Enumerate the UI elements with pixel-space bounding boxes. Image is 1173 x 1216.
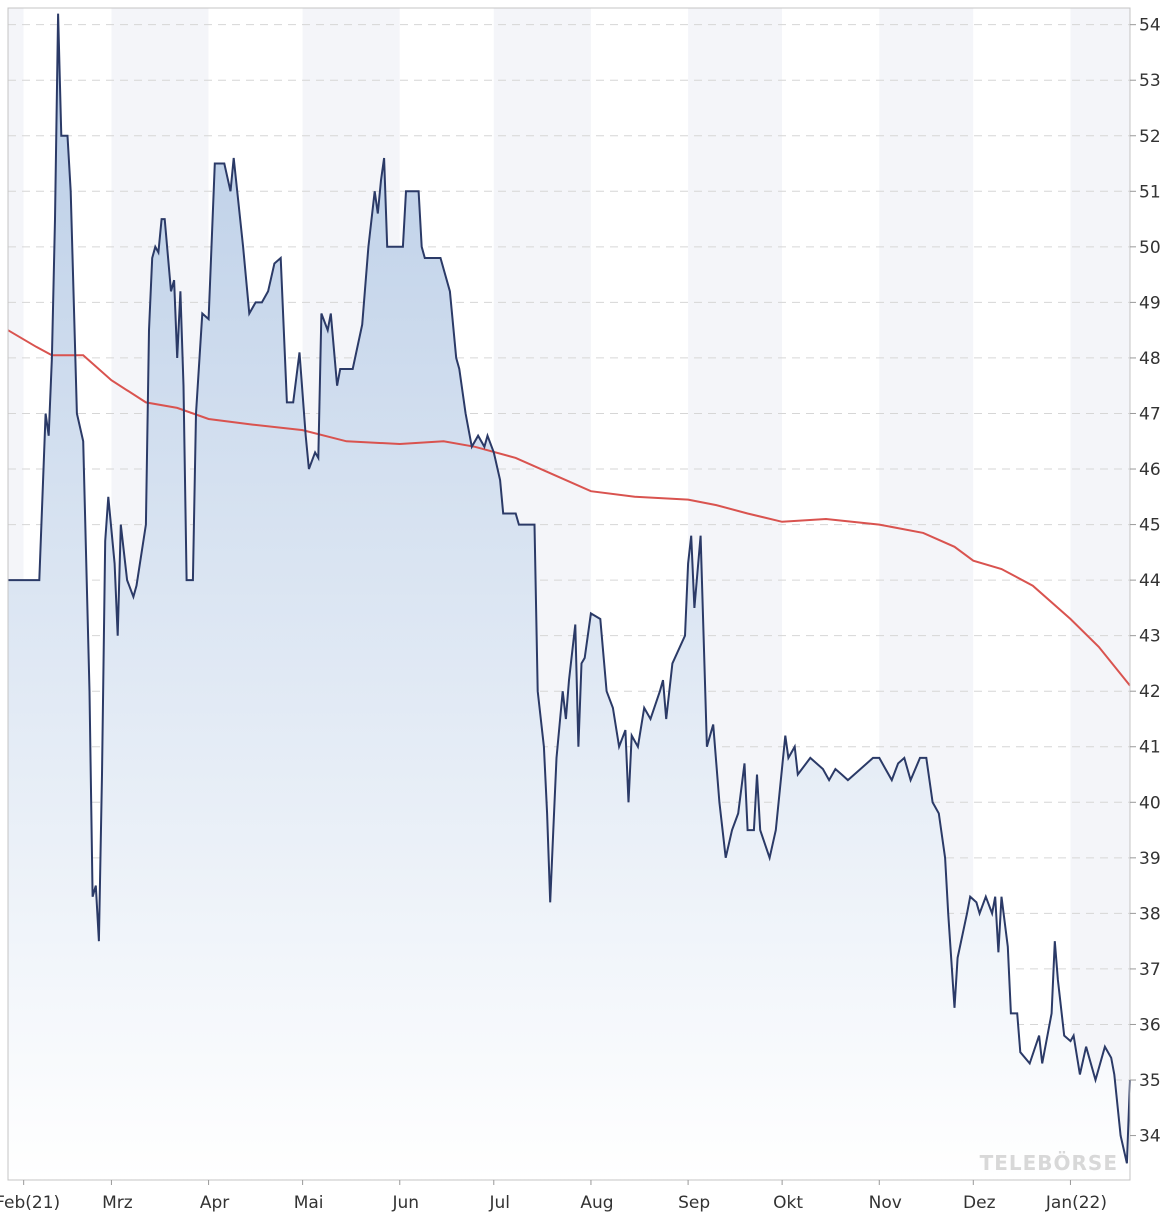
x-tick-label: Feb(21) xyxy=(0,1193,60,1213)
y-tick-label: 49 xyxy=(1139,293,1161,313)
y-axis-ticks: 34 35 36 37 38 39 40 41 42 43 44 45 46 47 48 49 50 51 52 53… xyxy=(1130,16,1161,1147)
y-tick-label: 50 xyxy=(1139,238,1161,258)
y-tick-label: 48 xyxy=(1139,349,1161,369)
y-tick-label: 47 xyxy=(1139,404,1161,424)
y-tick-label: 38 xyxy=(1139,904,1161,924)
x-tick-label: Jul xyxy=(489,1193,511,1213)
month-band xyxy=(1070,8,1130,1180)
x-axis-ticks: Feb(21) Mrz Apr Mai Jun Jul Aug Sep Okt Nov Dez Jan… xyxy=(0,1180,1107,1213)
y-tick-label: 40 xyxy=(1139,793,1161,813)
plot-frame xyxy=(7,7,1131,1181)
y-tick-label: 52 xyxy=(1139,127,1161,147)
x-tick-label: Dez xyxy=(963,1193,996,1213)
y-tick-label: 41 xyxy=(1139,738,1161,758)
y-tick-label: 36 xyxy=(1139,1015,1161,1035)
y-tick-label: 44 xyxy=(1139,571,1161,591)
y-tick-label: 43 xyxy=(1139,627,1161,647)
y-tick-label: 34 xyxy=(1139,1127,1161,1147)
x-tick-label: Nov xyxy=(869,1193,902,1213)
x-tick-label: Sep xyxy=(678,1193,710,1213)
moving-average-line xyxy=(7,329,1131,687)
y-tick-label: 35 xyxy=(1139,1071,1161,1091)
x-tick-label: Jun xyxy=(391,1193,419,1213)
x-tick-label: Jan(22) xyxy=(1045,1193,1107,1213)
x-tick-label: Aug xyxy=(580,1193,613,1213)
price-area-fill xyxy=(8,13,1130,1181)
y-tick-label: 46 xyxy=(1139,460,1161,480)
y-tick-label: 51 xyxy=(1139,182,1161,202)
y-tick-label: 39 xyxy=(1139,849,1161,869)
y-tick-label: 37 xyxy=(1139,960,1161,980)
watermark-logo: TELEBÖRSE xyxy=(980,1151,1118,1175)
x-tick-label: Mai xyxy=(294,1193,324,1213)
y-tick-label: 42 xyxy=(1139,682,1161,702)
x-tick-label: Mrz xyxy=(102,1193,133,1213)
y-tick-label: 54 xyxy=(1139,16,1161,36)
y-tick-label: 53 xyxy=(1139,71,1161,91)
y-tick-label: 45 xyxy=(1139,516,1161,536)
price-line xyxy=(8,13,1131,1164)
x-tick-label: Apr xyxy=(200,1193,229,1213)
x-tick-label: Okt xyxy=(773,1193,803,1213)
